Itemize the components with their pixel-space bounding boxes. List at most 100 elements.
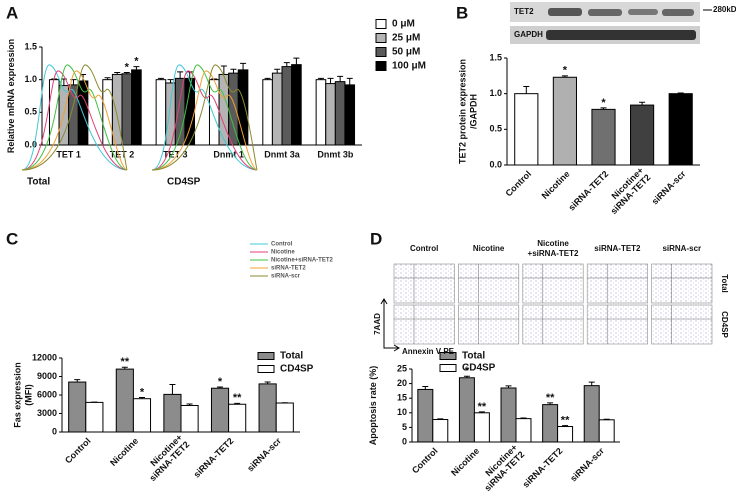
error-bar [264, 381, 271, 384]
significance-mark: ** [546, 392, 555, 404]
error-bar [240, 62, 247, 70]
error-bar [121, 366, 128, 370]
legend-label: 0 μM [392, 19, 415, 30]
legend-swatch [375, 61, 387, 71]
blot-marker: 280kD [713, 5, 736, 14]
bar [315, 79, 327, 146]
y-tick-label: 20 [397, 378, 407, 388]
bar [668, 93, 693, 166]
bar [131, 69, 142, 146]
x-tick-label: Nicotine+siRNA-TET2 [141, 432, 192, 483]
significance-mark: ** [121, 356, 130, 368]
dot-plot [522, 304, 584, 345]
bar [68, 381, 87, 433]
error-bar [211, 78, 218, 80]
panel-letter: C [6, 229, 18, 248]
error-bar [167, 79, 174, 83]
bar [115, 368, 134, 433]
quadrant-lines [394, 305, 455, 344]
bar [155, 79, 167, 146]
quadrant-lines [394, 264, 455, 303]
histogram-curve [21, 70, 128, 171]
bar [552, 76, 577, 166]
histogram-legend-label: siRNA-scr [271, 274, 301, 280]
bar [557, 426, 574, 443]
y-tick-label: 3000 [37, 408, 57, 418]
error-bar [337, 75, 344, 82]
y-tick-label: 0 [52, 426, 57, 436]
dot-plot-row-label: CD4SP [720, 311, 729, 338]
error-bar [437, 418, 444, 420]
legend-swatch [257, 352, 275, 360]
bar [262, 79, 273, 146]
y-tick-label: 6000 [37, 389, 57, 399]
error-bar [274, 68, 281, 74]
significance-mark: * [601, 97, 606, 109]
error-bar [520, 417, 527, 419]
dot-plot-axis-label: Annexin V PE [402, 347, 455, 356]
quadrant-lines [651, 264, 712, 303]
error-bar [677, 92, 684, 94]
panel-letter: A [6, 3, 18, 22]
x-tick-label: Dnmt 3b [317, 149, 354, 159]
error-bar [327, 77, 334, 84]
legend-swatch [439, 352, 457, 360]
x-tick-label: siRNA-TET2 [567, 169, 611, 213]
significance-mark: * [140, 386, 145, 398]
error-bar [317, 77, 324, 80]
y-tick-label: 5 [402, 422, 407, 432]
y-tick-label: 1.5 [24, 41, 37, 51]
x-tick-label: Control [504, 169, 534, 199]
error-bar [217, 386, 224, 389]
histogram-legend-label: siRNA-TET2 [271, 266, 306, 272]
y-tick-label: 15 [397, 393, 407, 403]
histogram-curve [151, 64, 258, 171]
y-axis-label: Relative mRNA expression [6, 39, 16, 153]
x-tick-label: Dnmt 3a [264, 149, 301, 159]
dot-plot-column-label: Nicotine [473, 244, 505, 253]
panel-letter: B [456, 3, 468, 22]
bar [514, 93, 539, 166]
dot-plot-column-label: Nicotine +siRNA-TET2 [528, 239, 579, 258]
error-bar [478, 411, 485, 413]
error-bar [603, 418, 610, 420]
legend-swatch [375, 19, 387, 29]
legend-label: 25 μM [392, 33, 420, 44]
error-bar [346, 77, 353, 85]
quadrant-lines [587, 305, 648, 344]
histogram-legend-label: Control [271, 242, 293, 248]
x-tick-label: siRNA-scr [568, 446, 606, 484]
bar [163, 393, 182, 433]
bar [417, 388, 434, 443]
error-bar [639, 101, 646, 106]
error-bar [283, 62, 290, 67]
bar [132, 398, 152, 433]
histogram-legend-label: Nicotine+siRNA-TET2 [271, 258, 334, 264]
x-tick-label: siRNA-TET2 [521, 446, 565, 490]
bar [591, 108, 616, 166]
bar [281, 66, 293, 146]
histogram-curve [21, 64, 128, 171]
x-tick-label: Nicotine+siRNA-TET2 [602, 165, 653, 216]
legend-label: 100 μM [392, 61, 426, 72]
error-bar [123, 71, 130, 74]
legend-label: Total [280, 351, 303, 362]
x-tick-label: Nicotine [449, 446, 481, 478]
significance-mark: ** [478, 401, 487, 413]
bar [180, 404, 199, 433]
bar [630, 104, 655, 166]
dot-plot-axis-label: 7AAD [373, 313, 382, 335]
error-bar [186, 403, 193, 406]
axis-arrows [380, 298, 400, 352]
error-bar [138, 396, 145, 399]
significance-mark: * [134, 56, 139, 68]
x-tick-label: siRNA-scr [245, 436, 283, 474]
quadrant-lines [522, 264, 584, 303]
x-tick-label: TET 1 [56, 149, 81, 159]
legend-swatch [375, 33, 387, 43]
dot-plot [522, 263, 584, 304]
bar [291, 64, 302, 146]
error-bar [264, 77, 271, 80]
error-bar [505, 385, 512, 388]
bar [583, 385, 600, 443]
